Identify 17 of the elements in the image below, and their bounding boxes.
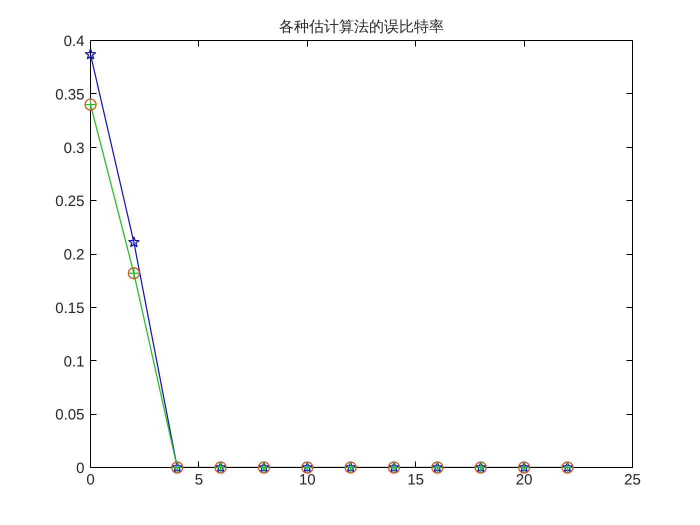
point bbox=[84, 48, 96, 60]
x-tick-label: 5 bbox=[194, 472, 204, 488]
chart-title: 各种估计算法的误比特率 bbox=[279, 18, 444, 36]
point bbox=[128, 236, 140, 248]
x-tick-label: 25 bbox=[624, 472, 641, 488]
y-tick-label: 0.15 bbox=[55, 300, 85, 317]
y-tick-label: 0.2 bbox=[64, 246, 85, 264]
y-tick-label: 0.25 bbox=[55, 193, 85, 210]
y-tick-label: 0.35 bbox=[55, 86, 85, 104]
y-tick-label: 0.3 bbox=[64, 140, 85, 157]
x-tick-label: 10 bbox=[298, 472, 316, 488]
y-tick-label: 0.1 bbox=[64, 353, 85, 370]
y-tick-label: 0.4 bbox=[64, 33, 85, 50]
y-tick-label: 0.05 bbox=[55, 406, 85, 424]
y-tick-label: 0 bbox=[76, 460, 84, 477]
x-tick-label: 20 bbox=[516, 472, 532, 488]
x-tick-label: 15 bbox=[407, 472, 424, 488]
